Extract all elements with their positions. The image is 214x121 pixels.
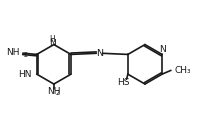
Text: N: N [159, 45, 165, 54]
Text: CH₃: CH₃ [175, 66, 191, 75]
Text: 2: 2 [23, 52, 28, 58]
Text: NH: NH [47, 87, 61, 96]
Text: H: H [50, 35, 55, 45]
Text: HN: HN [18, 70, 31, 79]
Text: N: N [49, 39, 56, 48]
Text: N: N [96, 49, 103, 58]
Text: HS: HS [117, 78, 129, 87]
Text: 2: 2 [56, 90, 60, 96]
Text: NH: NH [6, 48, 19, 57]
